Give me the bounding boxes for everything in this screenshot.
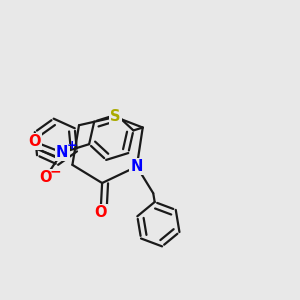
Text: O: O [39,170,52,185]
Text: O: O [94,205,107,220]
Text: +: + [67,139,77,152]
Text: N: N [130,159,143,174]
Text: S: S [110,110,121,124]
Text: O: O [28,134,40,149]
Text: −: − [50,165,61,178]
Text: N: N [56,145,68,160]
